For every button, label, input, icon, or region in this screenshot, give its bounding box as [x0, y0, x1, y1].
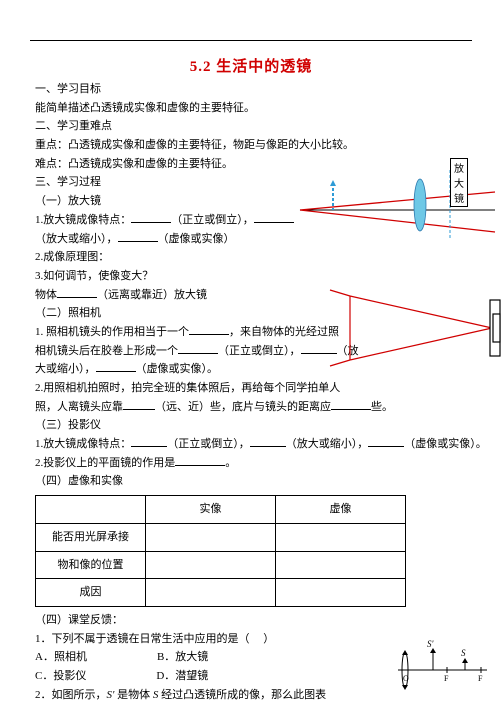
q1c: C．投影仪	[35, 670, 86, 682]
t: 照，人离镜头应靠	[35, 401, 123, 413]
svg-text:F: F	[478, 674, 483, 683]
p3-head: （三）投影仪	[35, 416, 472, 435]
blank	[175, 455, 225, 466]
t: 是物体	[114, 689, 153, 701]
svg-text:S': S'	[427, 639, 435, 649]
p3-l2: 2.投影仪上的平面镜的作用是 。	[35, 454, 472, 473]
t: 。	[225, 457, 236, 469]
blank	[368, 436, 404, 447]
t: 1.放大镜成像特点：	[35, 438, 131, 450]
svg-text:O: O	[403, 674, 409, 683]
t: （放大或缩小），	[286, 438, 369, 450]
t: 2.投影仪上的平面镜的作用是	[35, 457, 175, 469]
tbl-cell	[276, 579, 406, 607]
t: 些。	[371, 401, 393, 413]
tbl-r1: 能否用光屏承接	[36, 523, 146, 551]
tbl-cell	[146, 579, 276, 607]
tbl-r3: 成因	[36, 579, 146, 607]
tbl-cell	[146, 523, 276, 551]
blank	[131, 436, 167, 447]
t: （虚像或实像）。	[404, 438, 487, 450]
p3-l1: 1.放大镜成像特点：（正立或倒立），（放大或缩小），（虚像或实像）。	[35, 435, 472, 454]
blank	[250, 436, 286, 447]
blank	[331, 399, 371, 410]
tbl-blank	[36, 496, 146, 524]
tbl-h2: 实像	[146, 496, 276, 524]
blank	[123, 399, 155, 410]
tbl-h3: 虚像	[276, 496, 406, 524]
t: （远、近）些，底片与镜头的距离应	[155, 401, 331, 413]
lens-diagram: S' S F F O	[395, 638, 490, 693]
t: 经过凸透镜所成的像，那么此图表	[158, 689, 326, 701]
t: 2．如图所示，	[35, 689, 107, 701]
svg-text:S: S	[461, 648, 466, 658]
q1a: A．照相机	[35, 651, 87, 663]
comparison-table: 实像 虚像 能否用光屏承接 物和像的位置 成因	[35, 495, 406, 607]
svg-text:F: F	[444, 674, 449, 683]
t: （正立或倒立），	[167, 438, 250, 450]
p5-head: （四）课堂反馈：	[35, 611, 472, 630]
p4-head: （四）虚像和实像	[35, 472, 472, 491]
tbl-cell	[276, 523, 406, 551]
p2-l5: 照，人离镜头应靠 （远、近）些，底片与镜头的距离应 些。	[35, 398, 472, 417]
tbl-r2: 物和像的位置	[36, 551, 146, 579]
tbl-cell	[146, 551, 276, 579]
q1d: D．潜望镜	[156, 670, 208, 682]
tbl-cell	[276, 551, 406, 579]
q1b: B．放大镜	[157, 651, 208, 663]
